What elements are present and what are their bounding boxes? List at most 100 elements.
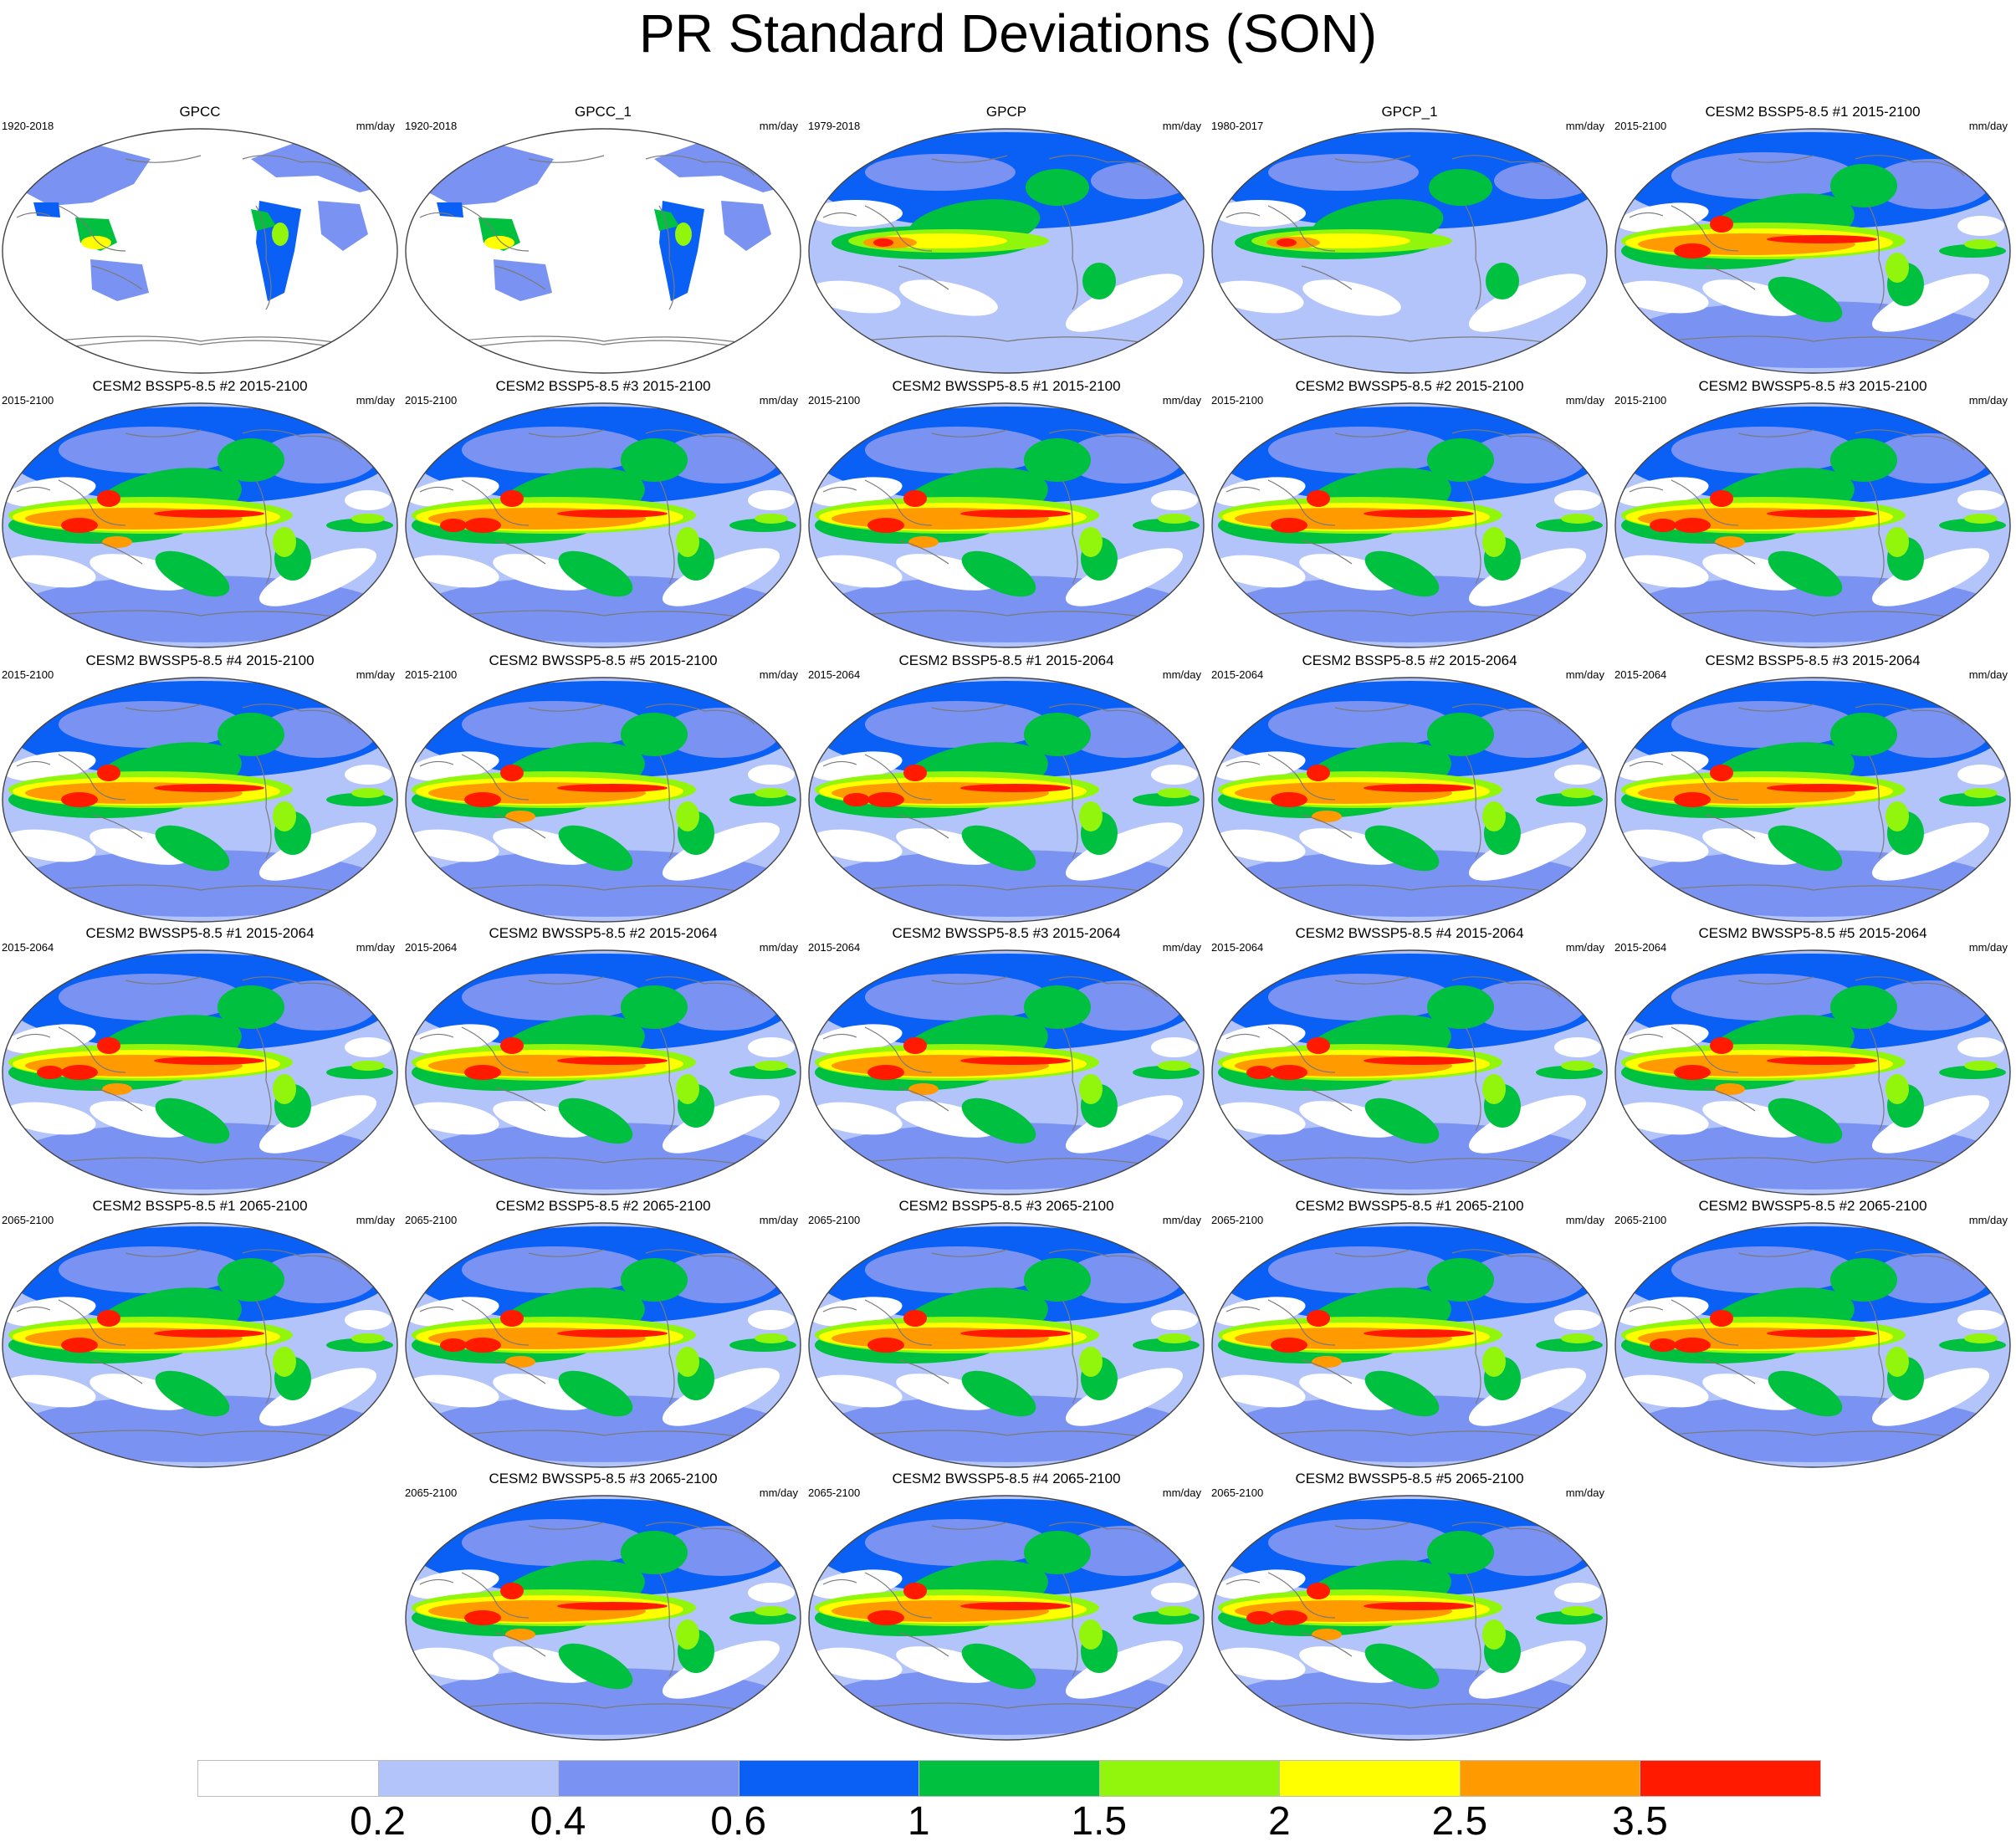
- colorbar-box: [558, 1760, 739, 1797]
- map-field: [809, 1223, 1204, 1467]
- panel-units: mm/day: [356, 120, 395, 132]
- panel-units: mm/day: [1565, 1214, 1604, 1226]
- map-border: [1614, 1222, 2011, 1468]
- panel-period: 2065-2100: [2, 1214, 54, 1226]
- panel-units: mm/day: [1162, 668, 1201, 681]
- map-field: [3, 403, 397, 647]
- map-plot: [405, 677, 801, 923]
- map-field: [406, 1223, 801, 1467]
- map-panel: GPCC_1 1920-2018 mm/day: [403, 104, 803, 376]
- map-plot: [2, 128, 398, 374]
- map-field: [1212, 403, 1607, 647]
- map-border: [405, 677, 801, 923]
- panel-period: 2015-2100: [2, 394, 54, 407]
- map-field: [1212, 678, 1607, 922]
- panel-title: CESM2 BWSSP5-8.5 #5 2015-2064: [1698, 925, 1927, 941]
- map-field: [1615, 403, 2010, 647]
- map-border: [1614, 402, 2011, 648]
- colorbar-box: [738, 1760, 920, 1797]
- map-field: [3, 1223, 397, 1467]
- map-field: [809, 950, 1204, 1195]
- map-field: [1615, 950, 2010, 1195]
- panel-period: 2015-2064: [2, 941, 54, 954]
- map-panel: GPCC 1920-2018 mm/day: [0, 104, 400, 376]
- map-border: [1211, 128, 1608, 374]
- map-border: [1211, 1222, 1608, 1468]
- map-panel: CESM2 BWSSP5-8.5 #4 2015-2064 2015-2064 mm…: [1210, 925, 1609, 1198]
- panel-title: CESM2 BWSSP5-8.5 #1 2065-2100: [1295, 1198, 1524, 1214]
- map-panel: CESM2 BSSP5-8.5 #3 2065-2100 2065-2100 mm/…: [806, 1198, 1206, 1471]
- panel-title: CESM2 BWSSP5-8.5 #2 2015-2100: [1295, 378, 1524, 394]
- map-panel: CESM2 BSSP5-8.5 #2 2065-2100 2065-2100 mm/…: [403, 1198, 803, 1471]
- panel-units: mm/day: [1968, 120, 2008, 132]
- map-panel: GPCP 1979-2018 mm/day: [806, 104, 1206, 376]
- panel-units: mm/day: [1968, 394, 2008, 407]
- map-plot: [1211, 1495, 1608, 1741]
- map-plot: [405, 1222, 801, 1468]
- panel-title: CESM2 BSSP5-8.5 #3 2015-2100: [495, 378, 711, 394]
- panel-units: mm/day: [1565, 1486, 1604, 1499]
- map-border: [405, 402, 801, 648]
- map-border: [2, 128, 398, 374]
- panel-title: CESM2 BSSP5-8.5 #1 2015-2064: [898, 652, 1114, 668]
- map-plot: [808, 1495, 1205, 1741]
- map-field: [3, 129, 397, 373]
- panel-title: CESM2 BWSSP5-8.5 #2 2015-2064: [489, 925, 718, 941]
- map-panel: CESM2 BWSSP5-8.5 #5 2065-2100 2065-2100 mm…: [1210, 1471, 1609, 1743]
- map-plot: [2, 402, 398, 648]
- panel-units: mm/day: [759, 1214, 798, 1226]
- map-plot: [1211, 677, 1608, 923]
- panel-units: mm/day: [1162, 120, 1201, 132]
- map-panel: CESM2 BSSP5-8.5 #2 2015-2064 2015-2064 mm/…: [1210, 652, 1609, 925]
- colorbar-tick-label: 2.5: [1431, 1799, 1488, 1844]
- panel-title: GPCC_1: [574, 104, 632, 120]
- colorbar-box: [1279, 1760, 1461, 1797]
- panel-period: 2065-2100: [808, 1214, 861, 1226]
- map-plot: [2, 677, 398, 923]
- map-panel: CESM2 BWSSP5-8.5 #1 2015-2100 2015-2100 mm…: [806, 378, 1206, 651]
- panel-period: 2015-2100: [1614, 394, 1667, 407]
- map-border: [1211, 677, 1608, 923]
- panel-period: 2065-2100: [405, 1486, 458, 1499]
- map-plot: [808, 1222, 1205, 1468]
- panel-units: mm/day: [1565, 120, 1604, 132]
- colorbar-tick-label: 2: [1267, 1799, 1291, 1844]
- map-border: [2, 949, 398, 1195]
- map-border: [1211, 402, 1608, 648]
- panel-title: CESM2 BWSSP5-8.5 #3 2065-2100: [489, 1471, 718, 1486]
- colorbar-tick-label: 1: [907, 1799, 930, 1844]
- colorbar-box: [1640, 1760, 1821, 1797]
- panel-title: GPCP: [985, 104, 1027, 120]
- map-border: [405, 128, 801, 374]
- panel-title: CESM2 BWSSP5-8.5 #4 2065-2100: [892, 1471, 1121, 1486]
- map-field: [1212, 129, 1607, 373]
- panel-period: 2015-2064: [808, 941, 861, 954]
- panel-units: mm/day: [356, 941, 395, 954]
- map-border: [405, 1495, 801, 1741]
- colorbar-tick-label: 1.5: [1071, 1799, 1128, 1844]
- colorbar-tick-label: 0.4: [530, 1799, 586, 1844]
- map-field: [1615, 129, 2010, 373]
- colorbar-box: [377, 1760, 560, 1797]
- colorbar-box: [918, 1760, 1100, 1797]
- map-border: [808, 1495, 1205, 1741]
- panel-period: 2015-2064: [808, 668, 861, 681]
- map-plot: [1614, 949, 2011, 1195]
- panel-units: mm/day: [1162, 394, 1201, 407]
- map-plot: [808, 402, 1205, 648]
- panel-period: 2065-2100: [1211, 1486, 1264, 1499]
- map-panel: CESM2 BSSP5-8.5 #1 2015-2100 2015-2100 mm/…: [1613, 104, 2013, 376]
- panel-units: mm/day: [759, 668, 798, 681]
- map-field: [3, 678, 397, 922]
- map-plot: [808, 677, 1205, 923]
- panel-title: CESM2 BSSP5-8.5 #3 2065-2100: [898, 1198, 1114, 1214]
- map-field: [1615, 678, 2010, 922]
- panel-period: 1920-2018: [2, 120, 54, 132]
- map-field: [809, 1496, 1204, 1740]
- panel-title: GPCP_1: [1381, 104, 1438, 120]
- map-plot: [1211, 128, 1608, 374]
- map-panel: CESM2 BSSP5-8.5 #3 2015-2100 2015-2100 mm/…: [403, 378, 803, 651]
- panel-period: 2065-2100: [1614, 1214, 1667, 1226]
- map-plot: [2, 949, 398, 1195]
- panel-period: 1980-2017: [1211, 120, 1264, 132]
